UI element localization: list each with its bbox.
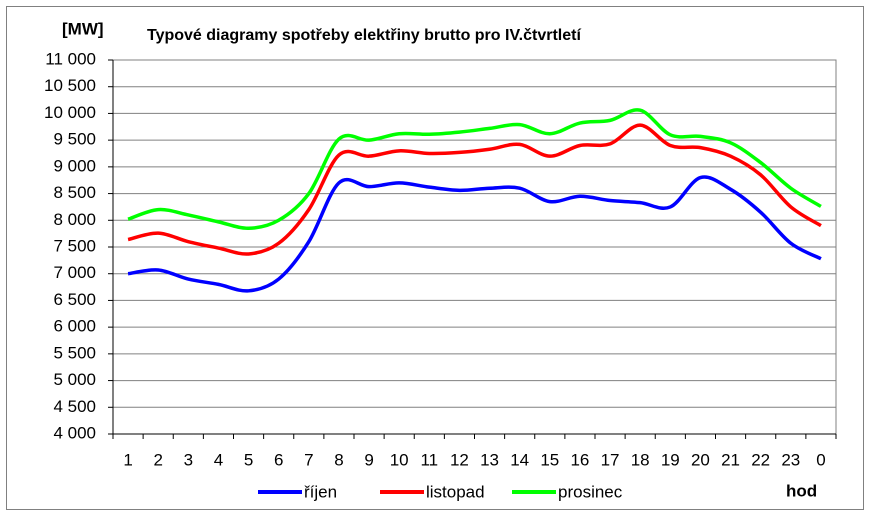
- x-tick-label: 1: [123, 450, 132, 469]
- y-tick-label: 4 500: [53, 397, 96, 416]
- x-tick-label: 10: [390, 450, 409, 469]
- x-tick-label: 9: [364, 450, 373, 469]
- x-tick-label: 16: [570, 450, 589, 469]
- x-tick-label: 12: [450, 450, 469, 469]
- x-tick-label: 17: [601, 450, 620, 469]
- x-tick-label: 13: [480, 450, 499, 469]
- y-tick-label: 10 000: [44, 103, 96, 122]
- y-axis-label: [MW]: [62, 19, 104, 38]
- y-tick-label: 9 500: [53, 130, 96, 149]
- y-tick-label: 11 000: [45, 49, 96, 68]
- x-tick-label: 3: [184, 450, 193, 469]
- x-tick-label: 8: [334, 450, 343, 469]
- y-tick-label: 9 000: [53, 156, 96, 175]
- x-tick-label: 15: [540, 450, 559, 469]
- x-tick-label: 21: [721, 450, 740, 469]
- x-tick-label: 11: [420, 450, 438, 469]
- x-tick-label: 20: [691, 450, 710, 469]
- y-tick-label: 6 500: [53, 290, 96, 309]
- y-tick-label: 10 500: [44, 76, 96, 95]
- x-tick-label: 14: [510, 450, 529, 469]
- x-tick-label: 5: [244, 450, 253, 469]
- x-tick-label: 6: [274, 450, 283, 469]
- x-tick-label: 22: [751, 450, 770, 469]
- x-tick-label: 23: [781, 450, 800, 469]
- series-line: [127, 108, 822, 231]
- x-tick-label: 19: [661, 450, 680, 469]
- x-tick-label: 7: [304, 450, 313, 469]
- legend-label: prosinec: [558, 482, 623, 501]
- legend-label: říjen: [304, 482, 337, 501]
- y-tick-label: 7 500: [53, 236, 96, 255]
- x-tick-label: 0: [816, 450, 825, 469]
- series-line: [127, 123, 822, 256]
- y-tick-label: 6 000: [53, 317, 96, 336]
- y-tick-label: 7 000: [53, 263, 96, 282]
- chart-title: Typové diagramy spotřeby elektřiny brutt…: [147, 27, 581, 44]
- y-tick-label: 4 000: [53, 423, 96, 442]
- x-tick-label: 4: [214, 450, 223, 469]
- x-tick-label: 2: [153, 450, 162, 469]
- x-tick-label: 18: [631, 450, 650, 469]
- y-tick-label: 5 000: [53, 370, 96, 389]
- y-tick-label: 8 500: [53, 183, 96, 202]
- series-line: [127, 175, 822, 293]
- legend-label: listopad: [426, 482, 485, 501]
- y-tick-label: 5 500: [53, 343, 96, 362]
- x-axis-label: hod: [786, 481, 817, 500]
- y-tick-label: 8 000: [53, 210, 96, 229]
